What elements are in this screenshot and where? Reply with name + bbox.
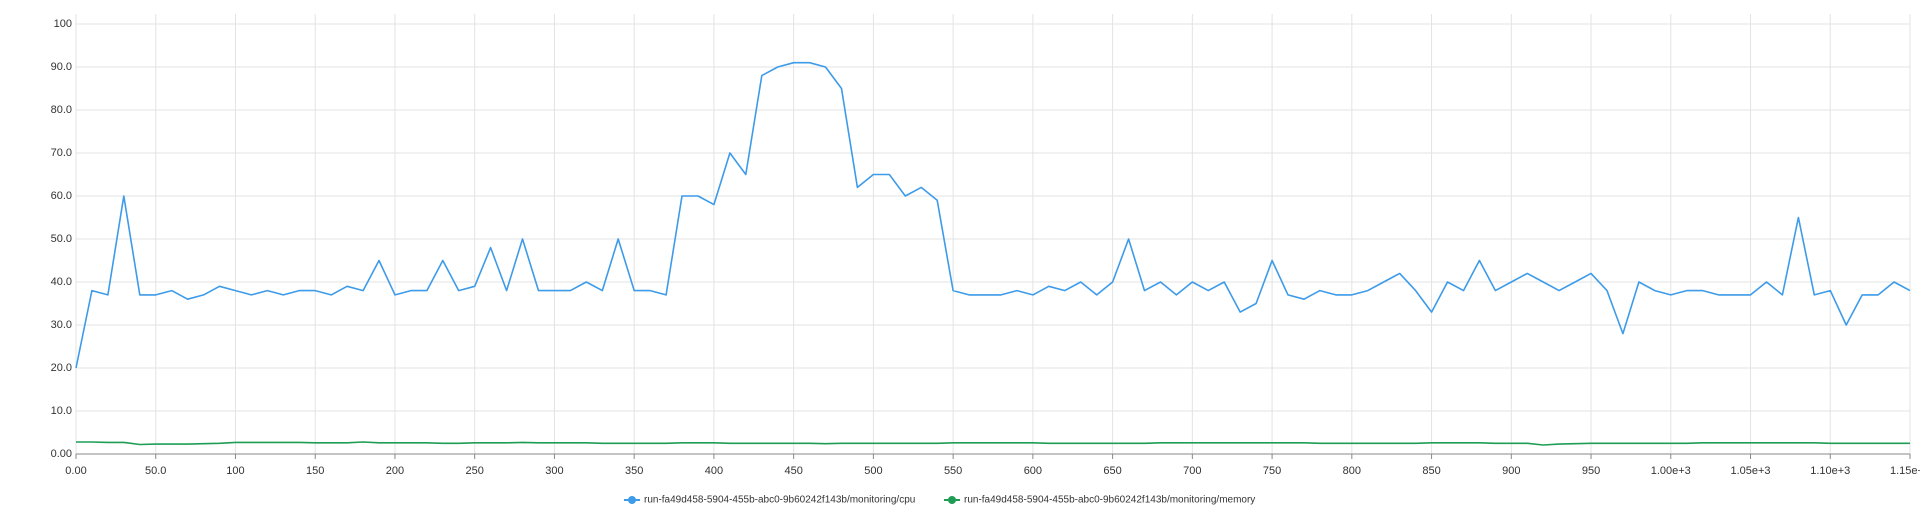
x-tick-label: 900: [1502, 465, 1520, 477]
y-tick-label: 0.00: [51, 448, 72, 460]
y-tick-label: 60.0: [51, 190, 72, 202]
series-line: [75, 61, 1911, 369]
series-line: [76, 441, 1910, 446]
x-tick-label: 550: [944, 465, 962, 477]
x-tick-label: 750: [1263, 465, 1281, 477]
x-tick-label: 450: [784, 465, 802, 477]
x-tick-label: 800: [1343, 465, 1361, 477]
x-tick-label: 500: [864, 465, 882, 477]
x-tick-label: 400: [705, 465, 723, 477]
x-tick-label: 250: [466, 465, 484, 477]
y-tick-label: 40.0: [51, 276, 72, 288]
y-tick-label: 50.0: [51, 233, 72, 245]
x-tick-label: 200: [386, 465, 404, 477]
y-tick-label: 20.0: [51, 362, 72, 374]
x-tick-label: 1.05e+3: [1730, 465, 1770, 477]
y-tick-label: 70.0: [51, 147, 72, 159]
x-tick-label: 0.00: [65, 465, 86, 477]
legend-label: run-fa49d458-5904-455b-abc0-9b60242f143b…: [644, 495, 915, 506]
x-tick-label: 950: [1582, 465, 1600, 477]
x-tick-label: 850: [1422, 465, 1440, 477]
y-tick-label: 80.0: [51, 104, 72, 116]
x-tick-label: 1.15e+3: [1890, 465, 1920, 477]
x-tick-label: 50.0: [145, 465, 166, 477]
legend-marker: [628, 496, 636, 504]
y-tick-label: 30.0: [51, 319, 72, 331]
y-tick-label: 10.0: [51, 405, 72, 417]
x-tick-label: 300: [545, 465, 563, 477]
y-tick-label: 90.0: [51, 61, 72, 73]
x-tick-label: 350: [625, 465, 643, 477]
x-tick-label: 1.10e+3: [1810, 465, 1850, 477]
y-tick-label: 100: [54, 18, 72, 30]
x-tick-label: 150: [306, 465, 324, 477]
x-tick-label: 650: [1103, 465, 1121, 477]
legend-marker: [948, 496, 956, 504]
x-tick-label: 100: [226, 465, 244, 477]
x-tick-label: 1.00e+3: [1651, 465, 1691, 477]
x-tick-label: 700: [1183, 465, 1201, 477]
x-tick-label: 600: [1024, 465, 1042, 477]
legend-label: run-fa49d458-5904-455b-abc0-9b60242f143b…: [964, 495, 1255, 506]
